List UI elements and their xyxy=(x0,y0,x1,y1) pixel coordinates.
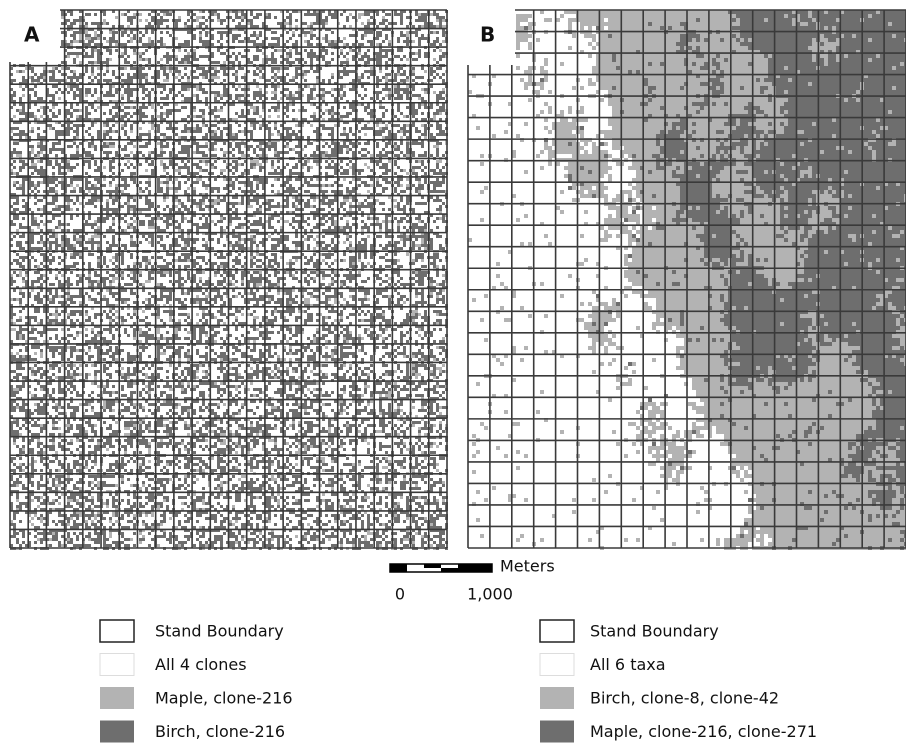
legend-label: Maple, clone-216 xyxy=(155,689,293,708)
legend-label: Stand Boundary xyxy=(155,622,284,641)
legend-swatch xyxy=(540,687,574,709)
legend-swatch xyxy=(100,654,134,676)
panel-label: B xyxy=(480,23,495,47)
figure: A B Meters 0 1,000 Stand Boundary All 4 c… xyxy=(0,0,906,752)
scale-start: 0 xyxy=(395,585,405,604)
legend-label: Stand Boundary xyxy=(590,622,719,641)
scale-segment xyxy=(390,564,407,572)
legend-swatch xyxy=(540,654,574,676)
scale-end: 1,000 xyxy=(467,585,513,604)
legend-label: All 6 taxa xyxy=(590,655,666,674)
legend-swatch xyxy=(100,721,134,743)
legend-swatch xyxy=(100,620,134,642)
panel-label: A xyxy=(24,23,40,47)
map-panel-b xyxy=(468,10,906,550)
legend-swatch xyxy=(540,721,574,743)
legend-label: Birch, clone-216 xyxy=(155,722,285,741)
legend-label: Birch, clone-8, clone-42 xyxy=(590,689,779,708)
stand-boundaries xyxy=(468,10,906,548)
legend-label: Maple, clone-216, clone-271 xyxy=(590,722,817,741)
scale-segment xyxy=(424,564,441,568)
scale-bar: Meters 0 1,000 xyxy=(390,557,555,604)
scale-segment xyxy=(441,568,458,572)
legend-swatch xyxy=(100,687,134,709)
legend-label: All 4 clones xyxy=(155,655,247,674)
scale-unit: Meters xyxy=(500,557,555,576)
map-panel-a xyxy=(10,10,448,550)
scale-segment xyxy=(458,564,492,572)
legends: Stand Boundary All 4 clones Maple, clone-2… xyxy=(100,620,817,743)
legend-swatch xyxy=(540,620,574,642)
